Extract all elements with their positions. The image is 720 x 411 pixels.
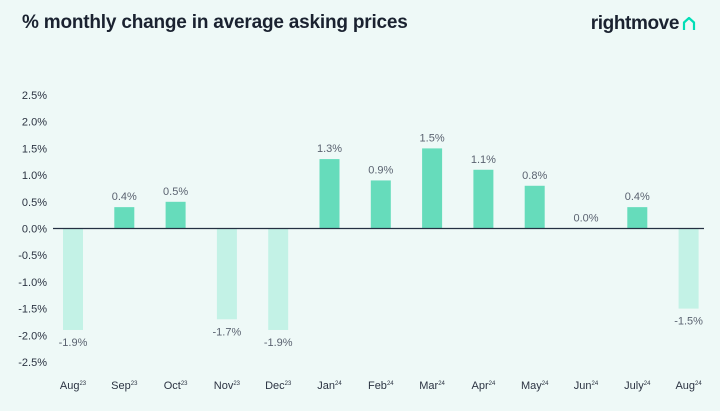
bar <box>422 148 443 229</box>
x-tick-label: Feb24 <box>368 380 394 392</box>
page-title: % monthly change in average asking price… <box>22 12 408 33</box>
house-roof-icon <box>682 16 696 30</box>
bar <box>114 207 135 229</box>
data-label: 1.3% <box>317 143 342 155</box>
bar <box>473 169 494 229</box>
brand-name: rightmove <box>590 13 680 34</box>
x-tick-label: Sep23 <box>111 380 138 392</box>
y-tick-label: -1.5% <box>18 304 47 316</box>
bar <box>268 228 289 330</box>
x-tick-label: Apr24 <box>471 380 495 392</box>
x-tick-label: Oct23 <box>164 380 188 392</box>
bar <box>216 228 237 320</box>
data-label: 1.1% <box>471 154 496 166</box>
x-tick-label: May24 <box>521 380 549 392</box>
data-label: -1.7% <box>213 326 242 338</box>
data-label: 0.8% <box>522 170 547 182</box>
x-tick-label: Jun24 <box>574 380 599 392</box>
bar <box>524 185 545 229</box>
data-label: -1.9% <box>59 337 88 349</box>
data-label: 0.5% <box>163 186 188 198</box>
y-tick-label: -2.5% <box>18 357 47 369</box>
y-tick-label: -1.0% <box>18 277 47 289</box>
y-tick-label: 1.5% <box>22 143 47 155</box>
y-tick-label: 2.5% <box>22 90 47 102</box>
bar <box>165 201 186 229</box>
data-label: 1.5% <box>420 132 445 144</box>
bar <box>319 159 340 229</box>
x-tick-label: Jan24 <box>317 380 342 392</box>
y-tick-label: 0.0% <box>22 224 47 236</box>
brand-logo: rightmove <box>591 13 696 35</box>
x-tick-label: Nov23 <box>214 380 241 392</box>
bar <box>370 180 391 229</box>
bar <box>63 228 83 330</box>
data-label: 0.4% <box>112 191 137 203</box>
data-label: 0.0% <box>573 213 598 225</box>
x-tick-label: Mar24 <box>419 380 445 392</box>
x-tick-label: Dec23 <box>265 380 292 392</box>
data-label: 0.9% <box>368 164 393 176</box>
x-tick-label: July24 <box>624 380 651 392</box>
y-tick-label: -0.5% <box>18 250 47 262</box>
bar <box>678 228 699 309</box>
y-tick-label: 2.0% <box>22 117 47 129</box>
y-tick-label: 1.0% <box>22 170 47 182</box>
x-tick-label: Aug23 <box>60 380 87 392</box>
y-tick-label: -2.0% <box>18 330 47 342</box>
data-label: -1.9% <box>264 337 293 349</box>
y-tick-label: 0.5% <box>22 197 47 209</box>
x-tick-label: Aug24 <box>675 380 702 392</box>
data-label: -1.5% <box>674 316 703 328</box>
data-label: 0.4% <box>625 191 650 203</box>
bar <box>627 207 648 229</box>
